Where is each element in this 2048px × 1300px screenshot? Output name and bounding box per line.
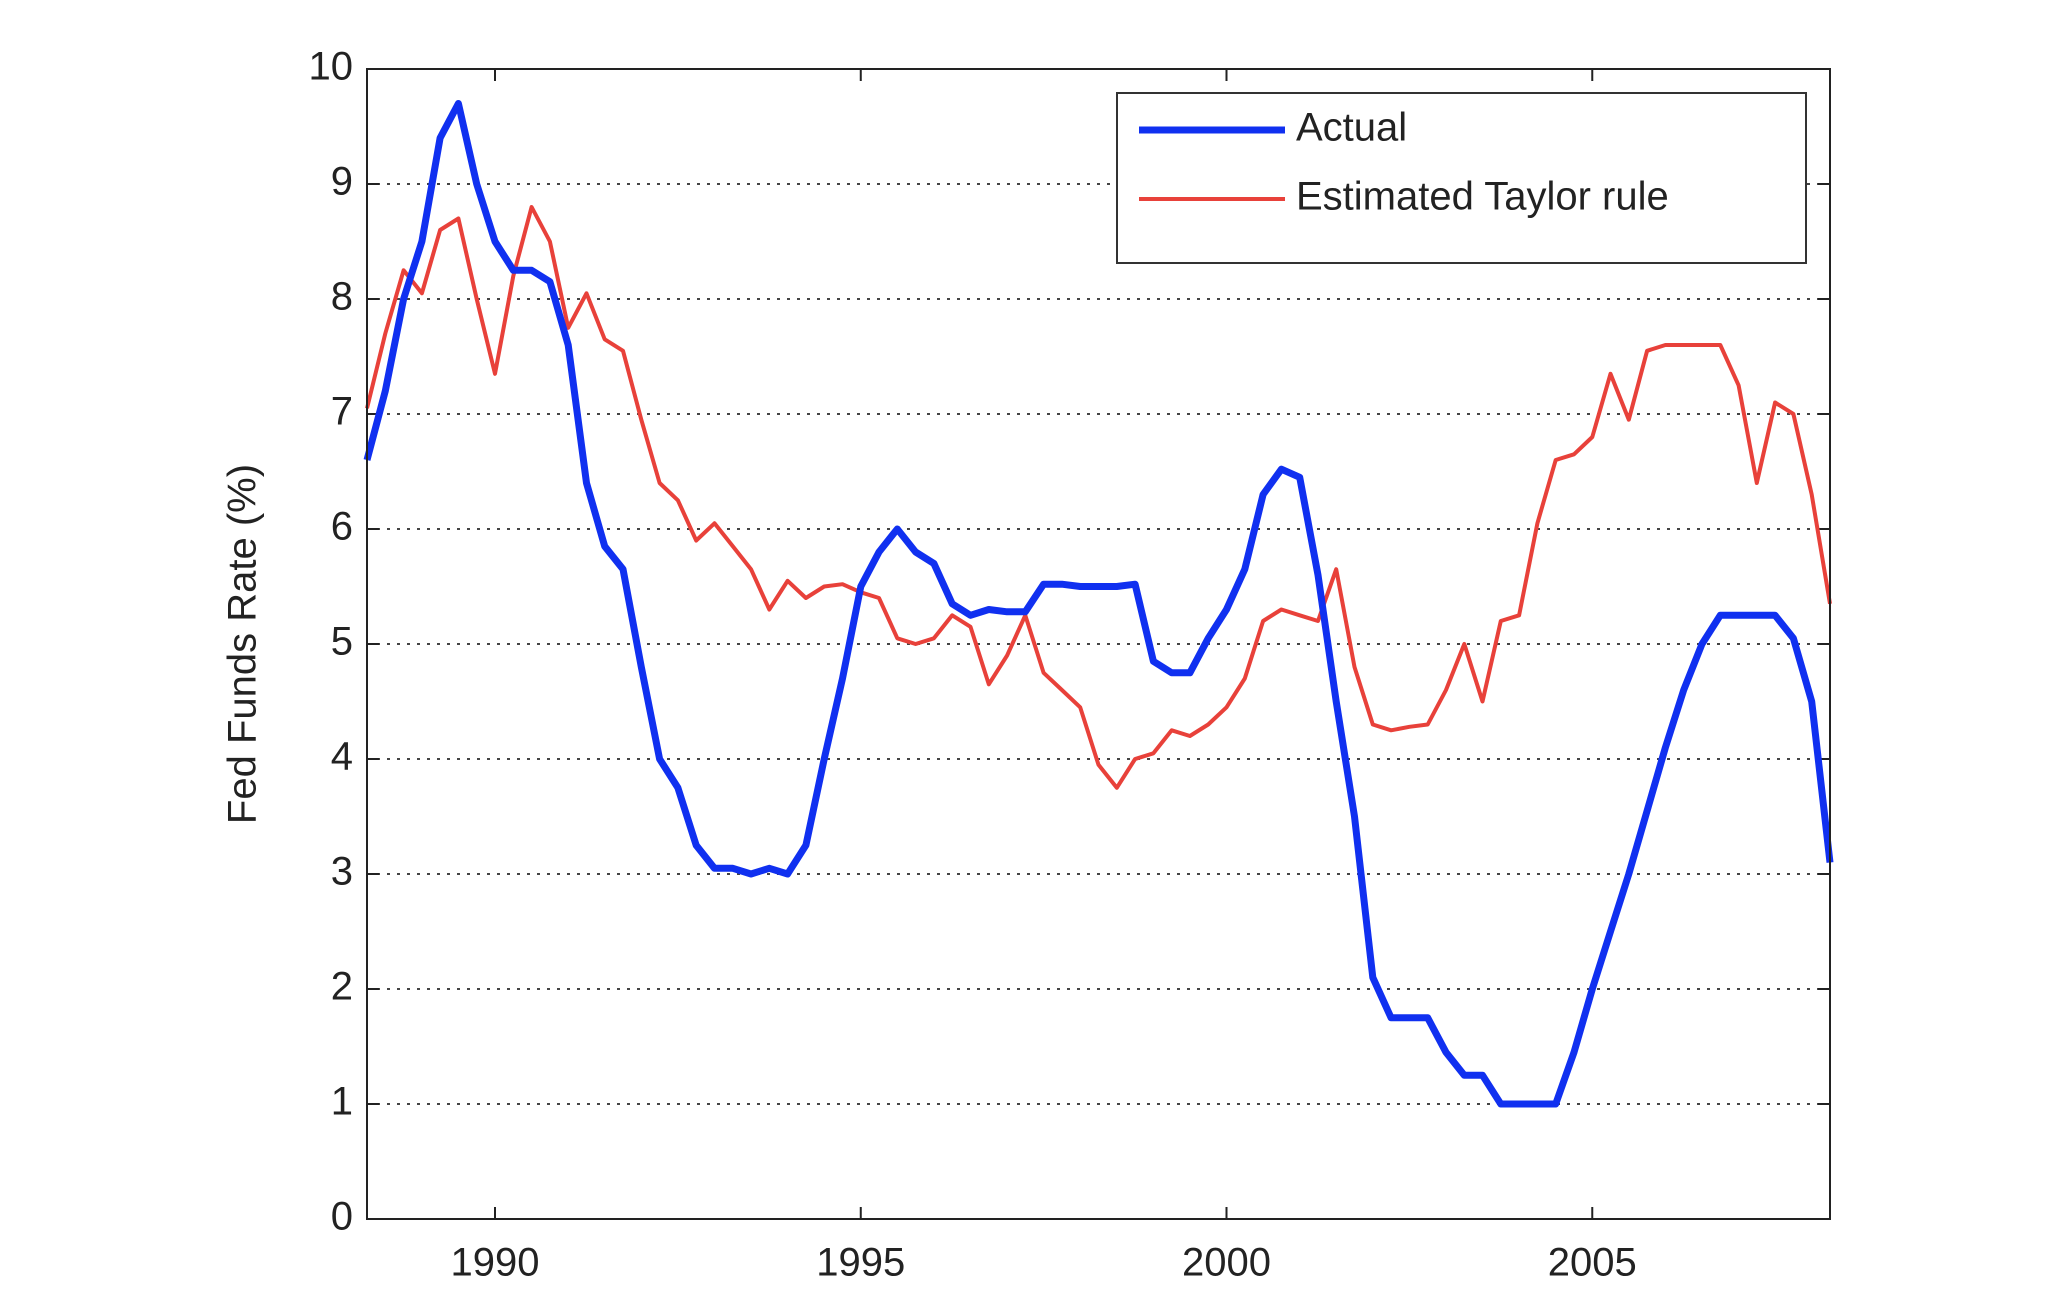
y-tick-label: 5 [331, 620, 353, 664]
x-tick-label: 1995 [816, 1241, 905, 1285]
y-tick-label: 4 [331, 735, 353, 779]
legend-box [1116, 92, 1807, 264]
y-tick-label: 1 [331, 1080, 353, 1124]
x-tick-label: 2005 [1548, 1241, 1637, 1285]
y-tick-label: 9 [331, 160, 353, 204]
y-tick-label: 2 [331, 965, 353, 1009]
y-tick-label: 10 [309, 45, 354, 89]
series-line [365, 205, 1832, 790]
y-tick-label: 3 [331, 850, 353, 894]
series-line [363, 100, 1834, 1108]
x-tick-label: 2000 [1182, 1241, 1271, 1285]
y-axis-label: Fed Funds Rate (%) [221, 464, 265, 824]
y-tick-label: 0 [331, 1195, 353, 1239]
legend-label: Actual [1296, 106, 1407, 150]
y-tick-label: 7 [331, 390, 353, 434]
x-tick-label: 1990 [451, 1241, 540, 1285]
legend-label: Estimated Taylor rule [1296, 175, 1669, 219]
plot-frame [366, 68, 1831, 1220]
y-tick-label: 6 [331, 505, 353, 549]
y-tick-label: 8 [331, 275, 353, 319]
